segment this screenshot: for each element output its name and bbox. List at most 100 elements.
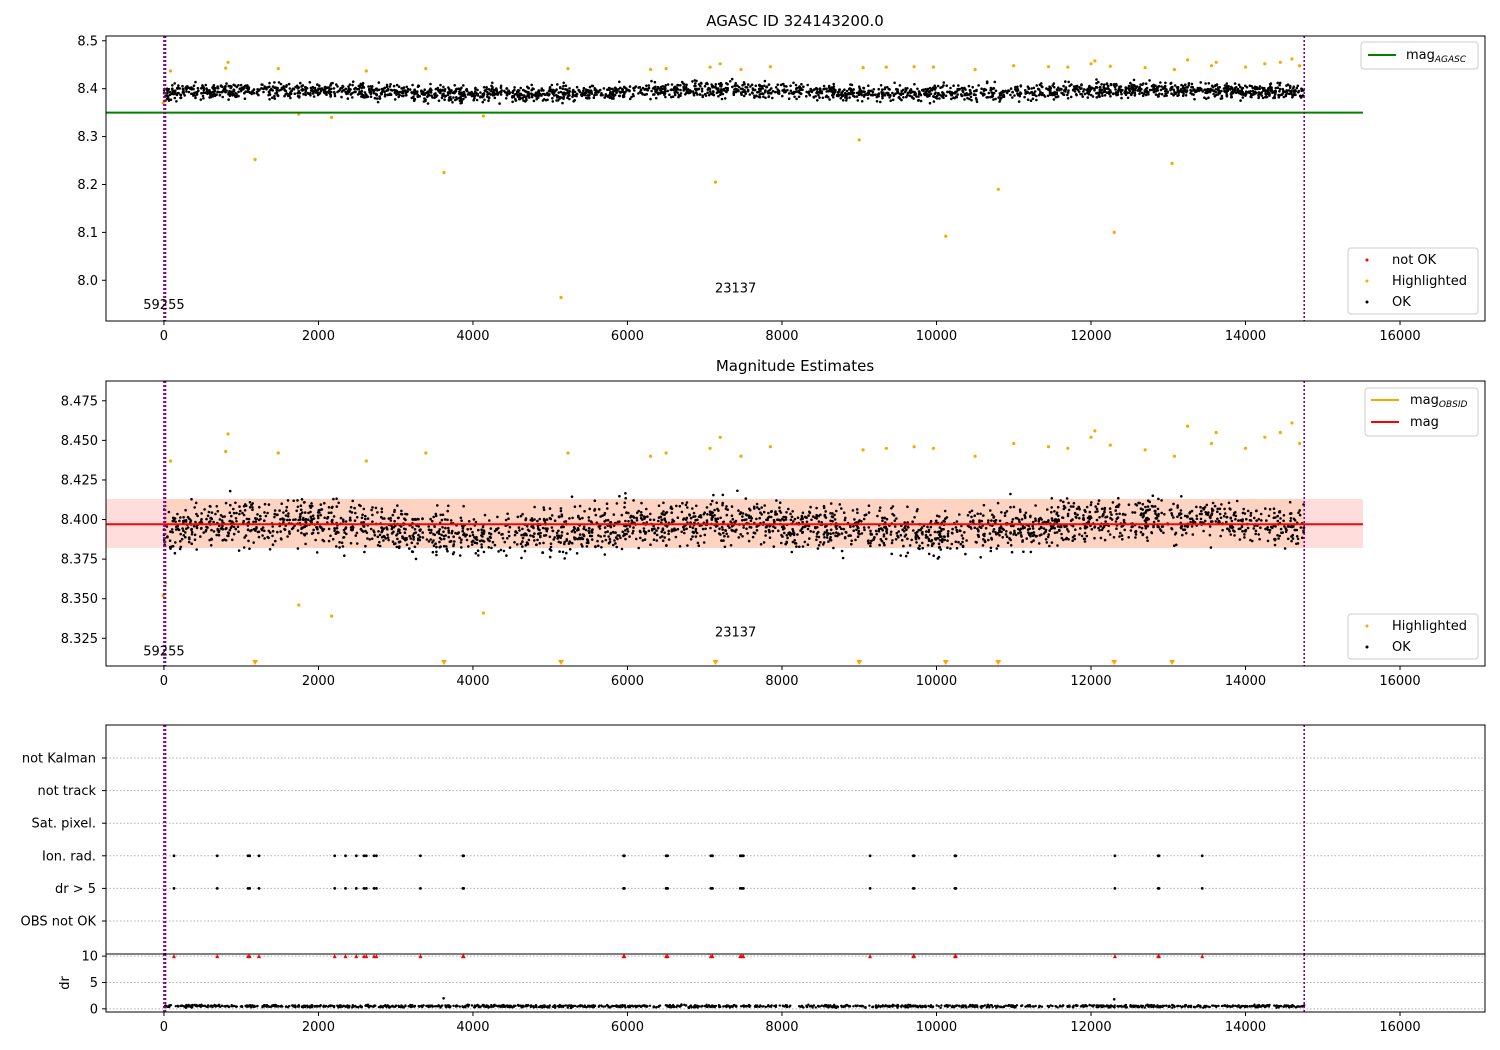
- magnitude-ok-point: [612, 543, 615, 547]
- magnitude-ok-point: [300, 531, 303, 535]
- magnitude-ok-point: [385, 526, 388, 529]
- magnitude-ok-point: [1078, 516, 1081, 520]
- agasc-ok-point: [405, 85, 409, 89]
- magnitude-ok-point: [340, 541, 344, 544]
- agasc-ok-point: [1138, 92, 1141, 96]
- magnitude-ok-point: [1285, 528, 1288, 532]
- agasc-ok-point: [297, 89, 301, 93]
- magnitude-ok-point: [1021, 540, 1024, 543]
- agasc-ok-point: [1076, 88, 1080, 92]
- magnitude-ok-point: [614, 542, 617, 545]
- magnitude-ok-point: [842, 511, 846, 514]
- magnitude-ok-point: [1038, 527, 1041, 531]
- agasc-ok-point: [845, 92, 849, 96]
- agasc-ok-point: [361, 81, 365, 85]
- agasc-ok-point: [654, 88, 658, 91]
- agasc-ok-point: [367, 85, 370, 88]
- agasc-ok-point: [227, 98, 230, 101]
- magnitude-ok-point: [229, 503, 232, 507]
- agasc-ok-point: [232, 83, 235, 87]
- agasc-ok-point: [1017, 100, 1021, 103]
- magnitude-ok-point: [287, 512, 290, 515]
- magnitude-ok-point: [825, 529, 829, 532]
- magnitude-ok-point: [283, 528, 287, 532]
- agasc-ok-point: [852, 94, 855, 98]
- agasc-ok-point: [974, 89, 978, 92]
- agasc-ok-point: [821, 96, 825, 100]
- magnitude-ok-point: [1239, 519, 1242, 522]
- agasc-ok-point: [473, 97, 476, 100]
- agasc-ok-point: [1164, 92, 1167, 95]
- magnitude-ok-point: [937, 542, 941, 546]
- agasc-highlighted-point: [912, 65, 916, 69]
- agasc-ok-point: [1258, 85, 1262, 88]
- magnitude-ok-point: [532, 535, 535, 538]
- agasc-highlighted-point: [1093, 59, 1097, 63]
- magnitude-ok-point: [1157, 497, 1160, 501]
- magnitude-ok-point: [505, 554, 508, 557]
- agasc-ok-point: [1261, 96, 1265, 100]
- magnitude-ok-point: [927, 530, 931, 534]
- agasc-ok-point: [1082, 90, 1085, 93]
- agasc-ok-point: [324, 90, 328, 94]
- magnitude-ok-point: [525, 525, 529, 528]
- magnitude-ok-point: [231, 520, 234, 523]
- magnitude-ok-point: [801, 511, 805, 515]
- agasc-ok-point: [789, 84, 792, 88]
- magnitude-ok-point: [380, 526, 384, 529]
- magnitude-ok-point: [1100, 507, 1104, 511]
- agasc-ok-point: [700, 87, 704, 91]
- magnitude-ok-point: [427, 540, 431, 543]
- agasc-ok-point: [410, 91, 413, 94]
- agasc-ok-point: [805, 90, 808, 94]
- agasc-ok-point: [213, 89, 217, 93]
- magnitude-ok-point: [608, 540, 612, 544]
- magnitude-ok-point: [815, 506, 818, 510]
- magnitude-ok-point: [394, 542, 397, 545]
- agasc-ok-point: [666, 83, 670, 86]
- magnitude-ok-point: [711, 499, 714, 503]
- magnitude-ok-point: [757, 507, 761, 511]
- agasc-ok-point: [962, 87, 965, 90]
- agasc-highlighted-point: [664, 67, 668, 71]
- magnitude-ok-point: [1066, 512, 1070, 516]
- magnitude-ok-point: [645, 507, 648, 511]
- magnitude-ok-point: [275, 513, 278, 517]
- magnitude-ok-point: [178, 519, 181, 523]
- agasc-ok-point: [875, 100, 879, 103]
- agasc-ok-point: [880, 90, 883, 94]
- magnitude-ok-point: [739, 533, 742, 536]
- agasc-ok-point: [618, 80, 621, 84]
- magnitude-ok-point: [499, 548, 503, 552]
- magnitude-ok-point: [186, 526, 190, 529]
- agasc-ok-point: [557, 91, 560, 94]
- agasc-ok-point: [618, 94, 621, 98]
- agasc-ok-point: [1134, 86, 1138, 90]
- agasc-ok-point: [422, 93, 425, 96]
- magnitude-ok-point: [231, 538, 234, 542]
- magnitude-ok-point: [370, 537, 374, 541]
- agasc-ok-point: [268, 98, 271, 101]
- magnitude-ok-point: [1032, 539, 1035, 542]
- agasc-ok-point: [479, 95, 483, 98]
- magnitude-ok-point: [179, 540, 182, 543]
- magnitude-ok-point: [439, 513, 443, 517]
- agasc-ok-point: [677, 84, 680, 87]
- agasc-ok-point: [739, 91, 743, 94]
- agasc-ok-point: [1011, 96, 1014, 99]
- agasc-ok-point: [1043, 95, 1047, 98]
- magnitude-ok-point: [1172, 502, 1175, 506]
- magnitude-ok-point: [1192, 519, 1195, 522]
- magnitude-ok-point: [875, 532, 878, 536]
- agasc-ok-point: [998, 92, 1002, 95]
- agasc-ok-point: [974, 97, 978, 100]
- magnitude-ok-point: [1195, 505, 1198, 509]
- magnitude-ok-point: [916, 508, 919, 511]
- agasc-ok-point: [181, 91, 185, 94]
- agasc-ok-point: [386, 93, 389, 97]
- agasc-ok-point: [1031, 97, 1035, 101]
- agasc-ok-point: [731, 85, 734, 89]
- magnitude-ok-point: [246, 528, 250, 532]
- agasc-ok-point: [1278, 81, 1282, 85]
- agasc-ok-point: [602, 87, 606, 90]
